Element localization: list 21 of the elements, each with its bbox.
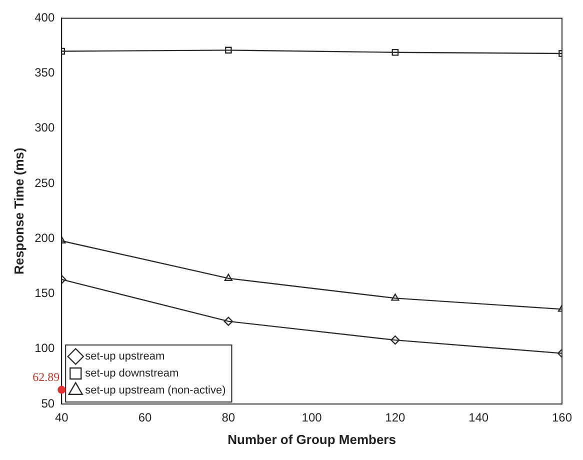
x-axis-title: Number of Group Members: [228, 432, 396, 447]
y-tick-label: 50: [41, 396, 55, 410]
y-tick-label: 200: [34, 230, 55, 245]
y-tick-label: 350: [34, 66, 55, 80]
y-tick-label: 400: [34, 10, 55, 25]
x-tick-label: 100: [302, 410, 322, 425]
legend-label: set-up upstream: [85, 350, 165, 363]
y-tick-label: 300: [34, 120, 55, 135]
legend-label: set-up upstream (non-active): [85, 384, 226, 397]
y-tick-label: 250: [34, 176, 55, 190]
x-tick-label: 120: [385, 410, 406, 425]
y-axis-title: Response Time (ms): [11, 148, 26, 275]
x-tick-label: 80: [222, 410, 236, 425]
x-tick-label: 60: [138, 410, 152, 425]
legend-label: set-up downstream: [85, 368, 179, 380]
y-tick-label: 150: [34, 286, 55, 300]
x-tick-label: 40: [54, 410, 69, 425]
annotation: 62.89: [32, 370, 60, 384]
x-tick-label: 140: [468, 410, 489, 425]
x-tick-label: 160: [552, 410, 572, 425]
y-tick-label: 100: [34, 341, 55, 356]
